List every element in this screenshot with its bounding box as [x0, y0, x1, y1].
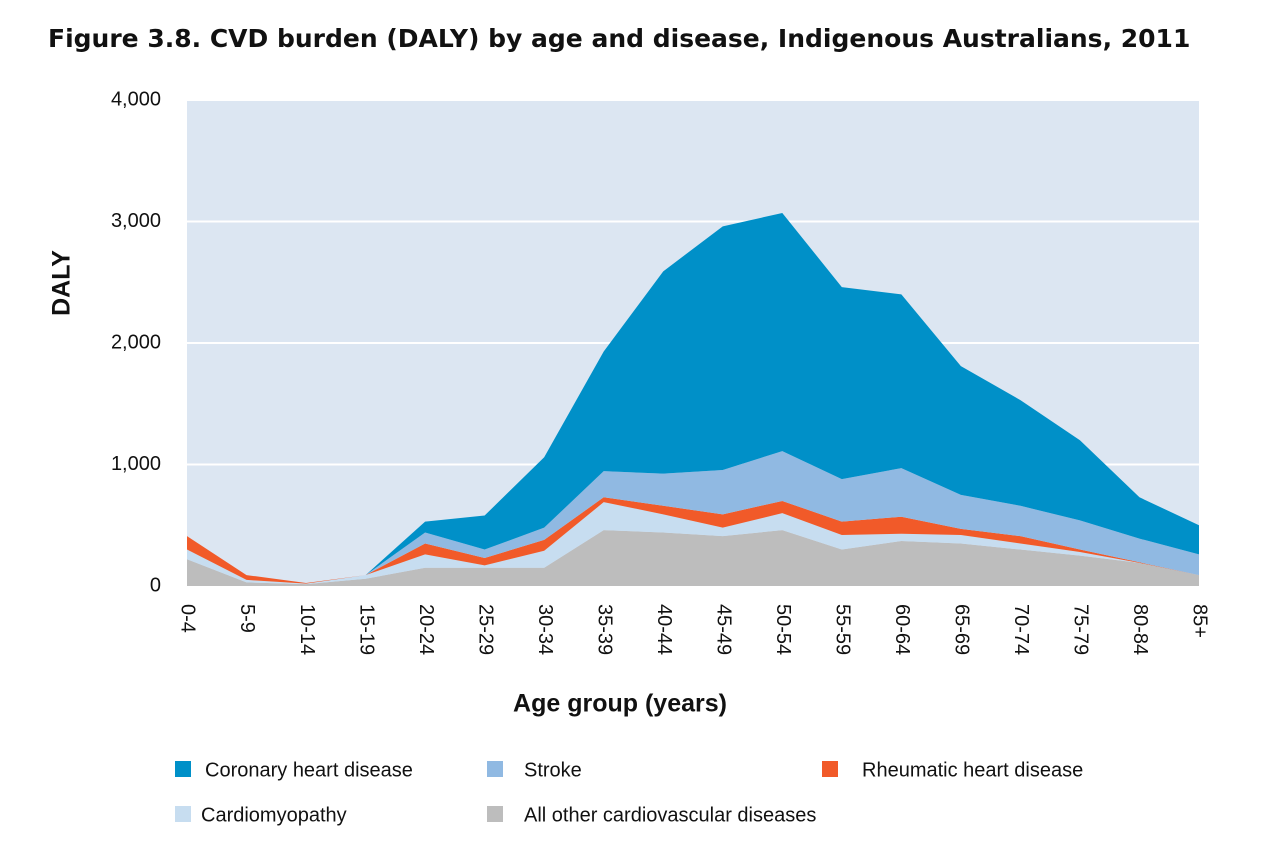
x-tick-label: 40-44 — [653, 604, 675, 655]
y-tick-label: 0 — [150, 574, 161, 596]
x-tick-label: 10-14 — [296, 604, 318, 655]
x-tick-label: 30-34 — [534, 604, 556, 655]
x-tick-label: 85+ — [1189, 604, 1211, 638]
x-tick-label: 50-54 — [772, 604, 794, 655]
x-tick-label: 45-49 — [712, 604, 734, 655]
x-tick-label: 70-74 — [1010, 604, 1032, 655]
x-tick-label: 0-4 — [177, 604, 199, 633]
legend-label: Coronary heart disease — [205, 759, 413, 781]
x-tick-label: 75-79 — [1070, 604, 1092, 655]
legend-label: Rheumatic heart disease — [862, 759, 1083, 781]
legend-swatch — [487, 761, 503, 777]
x-tick-label: 80-84 — [1129, 604, 1151, 655]
legend-swatch — [487, 806, 503, 822]
x-tick-label: 15-19 — [355, 604, 377, 655]
legend-label: All other cardiovascular diseases — [524, 804, 816, 826]
area — [187, 497, 1199, 584]
x-tick-label: 60-64 — [891, 604, 913, 655]
legend-swatch — [175, 761, 191, 777]
x-tick-label: 5-9 — [236, 604, 258, 633]
y-axis-title: DALY — [48, 250, 76, 316]
y-tick-label: 3,000 — [111, 210, 161, 232]
y-tick-label: 1,000 — [111, 453, 161, 475]
y-tick-label: 2,000 — [111, 331, 161, 353]
area — [187, 212, 1199, 583]
legend-label: Cardiomyopathy — [201, 804, 347, 826]
area — [187, 530, 1199, 586]
legend-swatch — [822, 761, 838, 777]
chart-title: Figure 3.8. CVD burden (DALY) by age and… — [48, 24, 1190, 53]
y-tick-label: 4,000 — [111, 88, 161, 110]
area — [187, 502, 1199, 585]
x-tick-label: 65-69 — [951, 604, 973, 655]
x-tick-label: 25-29 — [474, 604, 496, 655]
legend-label: Stroke — [524, 759, 582, 781]
x-tick-label: 35-39 — [593, 604, 615, 655]
x-tick-label: 55-59 — [832, 604, 854, 655]
x-axis-title: Age group (years) — [513, 690, 727, 718]
area — [187, 451, 1199, 583]
x-tick-label: 20-24 — [415, 604, 437, 655]
legend-swatch — [175, 806, 191, 822]
